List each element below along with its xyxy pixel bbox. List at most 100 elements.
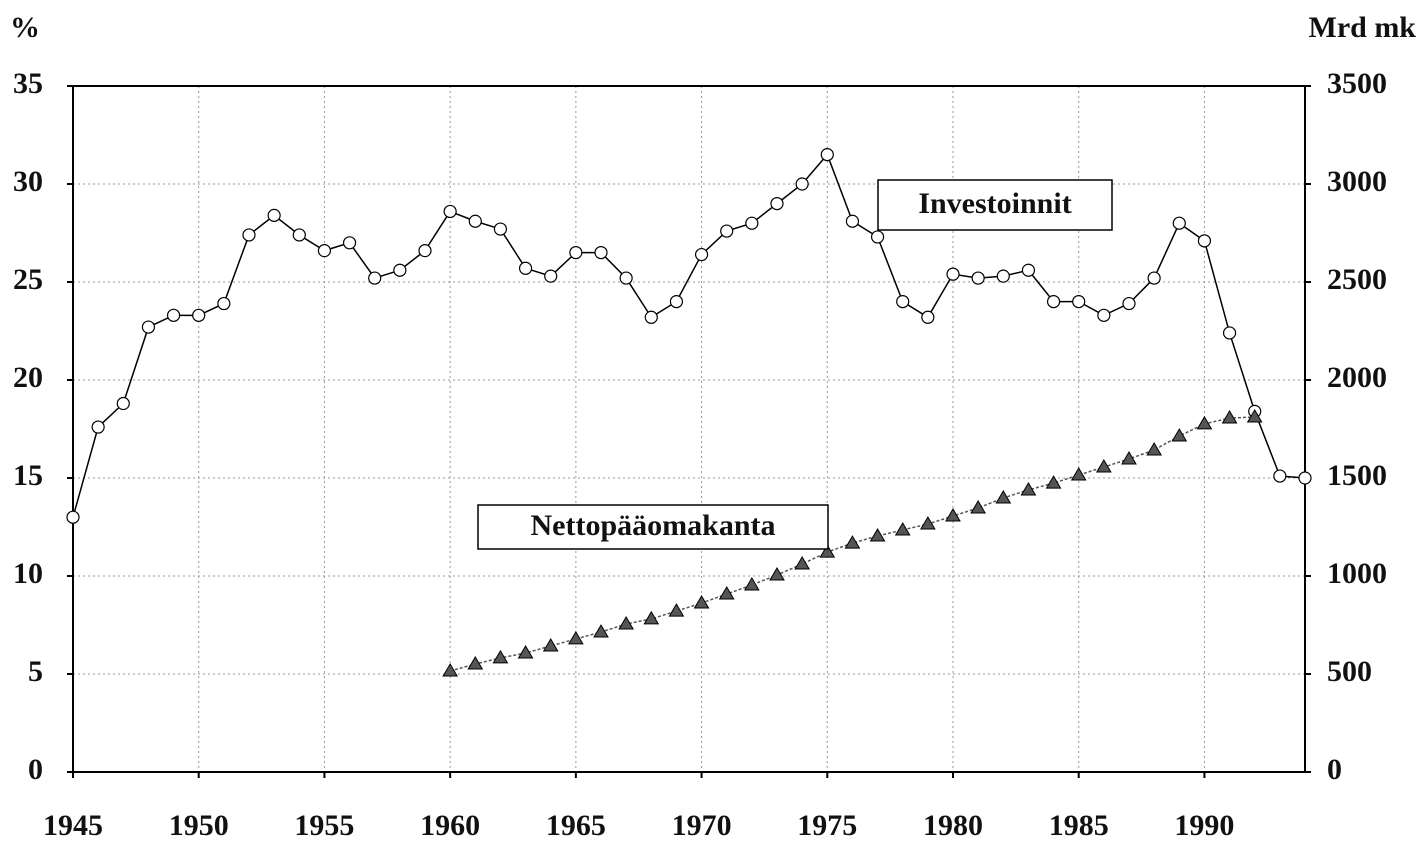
point xyxy=(845,214,860,228)
x-tick-label: 1970 xyxy=(672,809,732,841)
point xyxy=(946,267,960,281)
point xyxy=(468,214,482,228)
point xyxy=(743,577,760,591)
point xyxy=(1095,459,1112,473)
point xyxy=(1172,216,1186,230)
point xyxy=(996,269,1010,283)
point xyxy=(919,516,936,530)
point xyxy=(166,308,181,322)
point xyxy=(217,296,231,311)
point xyxy=(971,271,985,285)
point xyxy=(769,567,785,581)
point xyxy=(844,535,861,549)
y-tick-label: 30 xyxy=(13,165,43,198)
point xyxy=(693,595,710,609)
point xyxy=(820,148,834,162)
y2-tick-label: 500 xyxy=(1327,655,1372,688)
point xyxy=(1221,410,1238,424)
point xyxy=(644,310,658,324)
x-tick-label: 1980 xyxy=(923,809,983,841)
y-tick-label: 35 xyxy=(13,67,43,100)
point xyxy=(995,489,1012,504)
point xyxy=(1046,295,1061,309)
point xyxy=(593,624,609,638)
point xyxy=(619,271,633,285)
point xyxy=(970,499,987,514)
y-tick-label: 15 xyxy=(13,459,43,492)
point xyxy=(921,310,935,324)
point xyxy=(794,556,811,570)
point xyxy=(594,246,608,260)
point xyxy=(1246,409,1263,423)
point xyxy=(668,603,685,617)
y2-tick-label: 3500 xyxy=(1327,67,1387,100)
point xyxy=(819,544,836,558)
y-axis-label: % xyxy=(10,11,40,44)
point xyxy=(896,295,910,309)
point xyxy=(718,586,735,600)
y-tick-label: 20 xyxy=(13,361,43,394)
label-box xyxy=(477,504,829,550)
point xyxy=(1020,481,1037,496)
point xyxy=(720,224,734,238)
point xyxy=(242,228,256,242)
point xyxy=(342,236,357,250)
y2-tick-label: 0 xyxy=(1327,753,1342,786)
point xyxy=(442,663,459,677)
point xyxy=(292,228,306,242)
x-tick-label: 1960 xyxy=(420,809,480,841)
point xyxy=(945,508,961,522)
plot-frame xyxy=(72,85,1306,773)
y2-tick-label: 3000 xyxy=(1327,165,1387,198)
x-tick-label: 1990 xyxy=(1174,809,1234,841)
point xyxy=(1196,415,1213,430)
point xyxy=(492,649,509,664)
point xyxy=(467,656,484,670)
point xyxy=(1045,475,1062,489)
y2-tick-label: 1000 xyxy=(1327,557,1387,590)
x-tick-label: 1965 xyxy=(546,809,606,841)
point xyxy=(1146,441,1163,456)
point xyxy=(569,246,583,260)
point xyxy=(1273,469,1287,483)
point xyxy=(66,510,80,524)
y2-tick-label: 1500 xyxy=(1327,459,1387,492)
point xyxy=(443,204,457,219)
point xyxy=(1121,450,1137,465)
point xyxy=(1222,326,1237,340)
point xyxy=(317,244,332,258)
point xyxy=(669,295,684,309)
point xyxy=(1147,271,1161,285)
point xyxy=(91,420,105,434)
point xyxy=(518,261,533,275)
label-box xyxy=(877,179,1113,231)
point xyxy=(1021,263,1036,277)
point xyxy=(618,616,635,630)
point xyxy=(795,177,809,191)
point xyxy=(267,208,281,222)
y-tick-label: 10 xyxy=(13,557,43,590)
x-tick-label: 1985 xyxy=(1049,809,1109,841)
point xyxy=(192,308,206,322)
x-tick-label: 1945 xyxy=(43,809,103,841)
series-label: Investoinnit xyxy=(918,187,1071,220)
x-tick-label: 1975 xyxy=(797,809,857,841)
point xyxy=(418,244,432,258)
y-tick-label: 5 xyxy=(28,655,43,688)
point xyxy=(542,637,559,652)
point xyxy=(1171,428,1188,442)
point xyxy=(870,230,885,244)
y2-axis-label: Mrd mk xyxy=(1309,11,1417,44)
x-tick-label: 1950 xyxy=(169,809,229,841)
series-line xyxy=(72,153,1306,518)
y-tick-label: 25 xyxy=(13,263,43,296)
y2-tick-label: 2500 xyxy=(1327,263,1387,296)
point xyxy=(368,271,382,285)
point xyxy=(1070,467,1087,481)
series-label: Nettopääomakanta xyxy=(531,509,776,542)
point xyxy=(1298,471,1312,485)
point xyxy=(1122,296,1136,311)
point xyxy=(694,247,709,262)
point xyxy=(1097,308,1111,322)
